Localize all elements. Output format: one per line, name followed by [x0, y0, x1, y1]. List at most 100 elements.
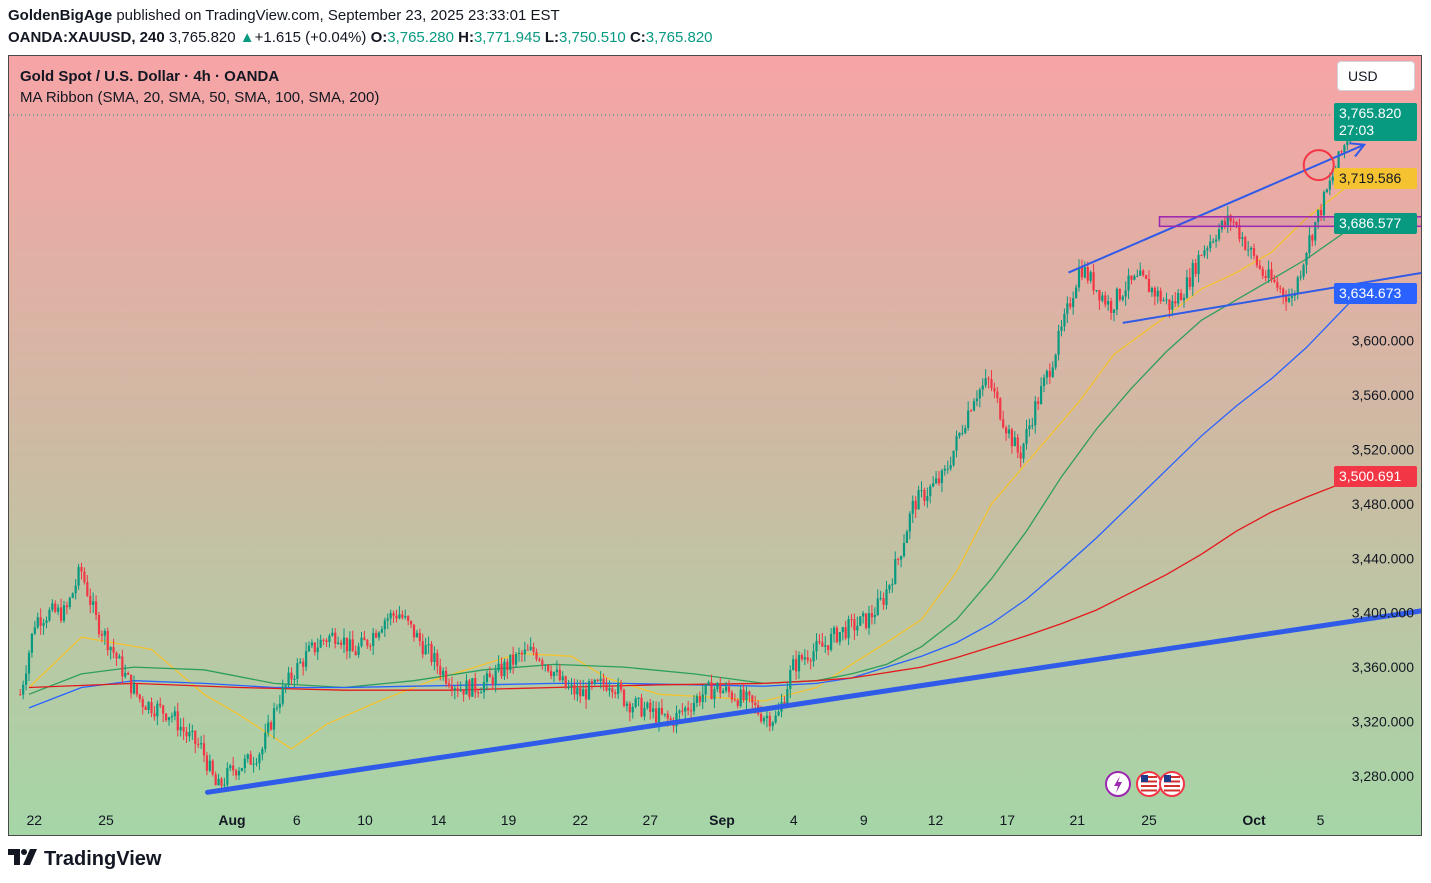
candle: [1179, 288, 1183, 301]
candle-body: [526, 649, 529, 651]
x-axis-label: 25: [98, 812, 114, 828]
candle-body: [894, 559, 897, 584]
candle: [407, 615, 410, 626]
candle-body: [162, 705, 165, 714]
flag-stripe: [1141, 780, 1157, 783]
candle: [1150, 286, 1154, 297]
candle-body: [1153, 287, 1156, 297]
candle: [628, 701, 631, 722]
candle: [42, 618, 45, 635]
footer-brand[interactable]: TradingView: [8, 848, 161, 871]
candle-body: [392, 613, 395, 616]
flag-canton: [1164, 775, 1171, 782]
candle-body: [497, 663, 500, 671]
channel-arrow-line[interactable]: [1068, 142, 1367, 274]
sma100-price-label: 3,634.673: [1334, 283, 1417, 304]
candle: [65, 601, 69, 615]
candle: [89, 588, 92, 614]
us-flag-icon[interactable]: [1159, 771, 1185, 797]
candle-body: [643, 707, 646, 717]
candle-body: [132, 683, 136, 694]
candle-body: [24, 673, 28, 685]
candle-body: [1284, 295, 1288, 302]
author-name[interactable]: GoldenBigAge: [8, 7, 113, 24]
chart-frame[interactable]: 3,600.000 3,560.000 3,520.000 3,480.000 3,44…: [8, 55, 1422, 836]
candle-body: [838, 632, 841, 643]
lightning-icon[interactable]: [1105, 771, 1131, 797]
candle-body: [39, 617, 42, 626]
candle-body: [1214, 239, 1218, 242]
candle: [964, 424, 967, 435]
candle: [1325, 188, 1329, 194]
indicator-legend[interactable]: MA Ribbon (SMA, 20, SMA, 50, SMA, 100, S…: [20, 89, 380, 106]
candle: [611, 686, 614, 699]
last-price-label: 3,765.820 27:03: [1334, 103, 1417, 141]
candle-body: [902, 543, 906, 557]
candle-body: [1127, 275, 1130, 291]
candle-body: [952, 450, 955, 466]
candle: [1077, 259, 1081, 292]
support-trendline[interactable]: [205, 605, 1423, 795]
candle: [1013, 431, 1016, 447]
breakout-circle[interactable]: [1302, 149, 1335, 182]
candle: [689, 702, 693, 721]
candle-body: [535, 651, 538, 660]
candle: [949, 456, 952, 471]
sma-200-line: [28, 476, 1360, 691]
candle: [485, 670, 489, 691]
candle-body: [240, 768, 244, 771]
chart-title[interactable]: Gold Spot / U.S. Dollar · 4h · OANDA: [20, 68, 280, 85]
candle-body: [191, 730, 194, 733]
candle-body: [479, 692, 483, 694]
candle: [920, 481, 923, 498]
candle: [1016, 433, 1019, 459]
candle: [625, 700, 629, 712]
candle: [608, 680, 611, 697]
candle-body: [794, 659, 798, 672]
candle-body: [899, 556, 903, 560]
candle-body: [573, 684, 576, 695]
candle-body: [281, 686, 284, 704]
candle-body: [1319, 209, 1323, 216]
candle-body: [692, 702, 696, 712]
candle-body: [730, 692, 734, 700]
candle: [74, 579, 77, 600]
candle: [313, 642, 316, 656]
candle-body: [159, 703, 162, 706]
candle: [1171, 295, 1174, 317]
candle-body: [981, 385, 984, 390]
candle: [1299, 270, 1302, 281]
candle-body: [372, 632, 375, 646]
candle: [147, 701, 150, 714]
candle-body: [1101, 295, 1104, 301]
candle-body: [908, 513, 911, 532]
channel-arrow-line[interactable]: [1122, 253, 1422, 324]
candle: [1139, 262, 1142, 276]
candle: [684, 705, 687, 720]
candle-body: [415, 632, 419, 638]
candle: [584, 683, 588, 709]
candle: [80, 562, 83, 580]
candle: [681, 702, 684, 716]
resistance-zone[interactable]: [1158, 216, 1423, 228]
candle: [829, 627, 833, 652]
x-axis-label: 9: [860, 812, 868, 828]
candle: [424, 637, 427, 656]
candle: [59, 598, 63, 623]
candle-body: [803, 657, 806, 660]
candle: [322, 638, 325, 645]
candle-body: [430, 644, 433, 662]
price-chart[interactable]: 3,600.000 3,560.000 3,520.000 3,480.000 3,44…: [9, 56, 1422, 836]
candle-body: [815, 641, 818, 652]
candle: [491, 674, 494, 690]
candle: [719, 677, 722, 699]
candle-body: [1328, 180, 1331, 190]
candle-body: [512, 654, 515, 665]
candle-body: [961, 432, 964, 434]
candle-body: [748, 691, 751, 696]
candle: [1232, 217, 1235, 226]
candle-body: [1007, 429, 1011, 434]
us-flag-icon[interactable]: [1136, 771, 1162, 797]
currency-button[interactable]: USD: [1337, 61, 1415, 91]
candle: [471, 677, 474, 697]
